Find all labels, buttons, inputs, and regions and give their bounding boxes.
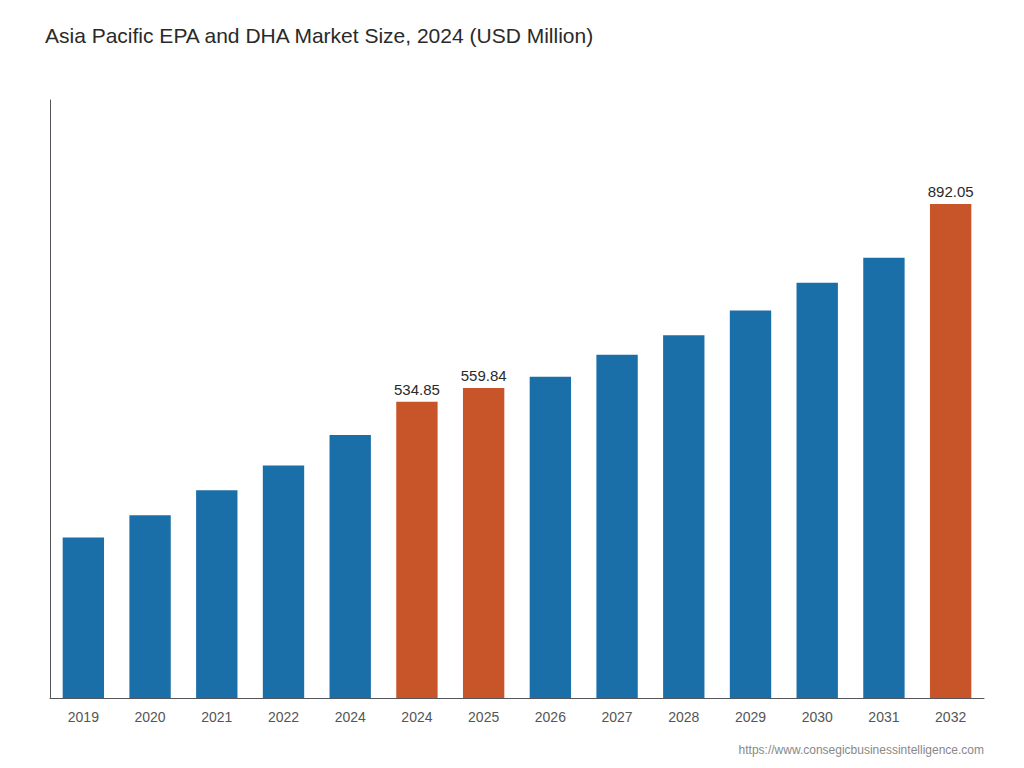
svg-text:2019: 2019 [68, 709, 99, 725]
svg-text:Asia Pacific EPA and DHA Marke: Asia Pacific EPA and DHA Market Size, 20… [45, 24, 593, 47]
svg-text:2027: 2027 [601, 709, 632, 725]
svg-text:2031: 2031 [868, 709, 899, 725]
svg-text:2020: 2020 [134, 709, 165, 725]
svg-text:https://www.consegicbusinessin: https://www.consegicbusinessintelligence… [739, 743, 984, 757]
svg-text:2032: 2032 [935, 709, 966, 725]
svg-text:2030: 2030 [802, 709, 833, 725]
svg-text:892.05: 892.05 [928, 183, 974, 200]
svg-text:534.85: 534.85 [394, 381, 440, 398]
svg-text:2028: 2028 [668, 709, 699, 725]
svg-text:559.84: 559.84 [461, 367, 507, 384]
svg-text:2021: 2021 [201, 709, 232, 725]
svg-text:2024: 2024 [335, 709, 366, 725]
svg-text:2025: 2025 [468, 709, 499, 725]
svg-text:2029: 2029 [735, 709, 766, 725]
svg-text:2026: 2026 [535, 709, 566, 725]
svg-text:2022: 2022 [268, 709, 299, 725]
svg-text:2024: 2024 [401, 709, 432, 725]
